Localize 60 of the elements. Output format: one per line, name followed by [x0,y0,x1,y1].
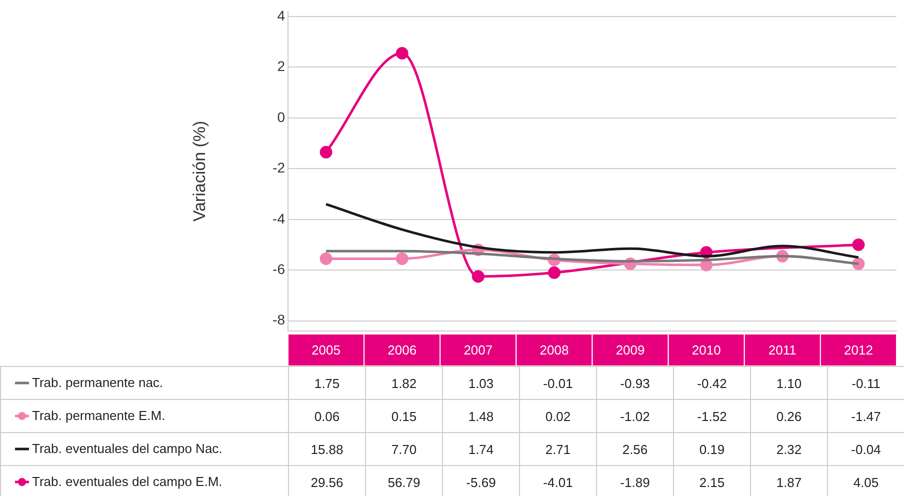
text: -0.01 [520,366,596,400]
text: 1.75 [288,366,366,400]
text: 1.74 [442,432,520,466]
text: 1.82 [366,366,442,400]
point [852,238,865,252]
y-tick-label: 0 [277,108,286,125]
point [396,252,408,265]
legend-label: Trab. eventuales del campo E.M. [32,474,222,490]
x-tick-label: 2010 [692,342,721,358]
text: 15.88 [288,432,366,466]
point [320,146,332,158]
text: 2.71 [520,432,596,466]
legend-label: Trab. permanente E.M. [32,408,166,424]
text: -1.47 [828,400,904,432]
text: -1.52 [674,400,750,432]
x-tick-label: 2006 [388,342,417,358]
text: 1.10 [750,366,828,400]
text: 1.48 [442,400,520,432]
text: 0.19 [674,432,750,466]
text: 0.15 [366,400,442,432]
text: -5.69 [442,466,520,496]
text: -4.01 [520,466,596,496]
y-tick-label: -2 [272,160,286,176]
text: -0.04 [828,432,904,466]
text: 7.70 [366,432,442,466]
text: 0.02 [520,400,596,432]
text: -1.89 [596,466,674,496]
point [700,258,713,272]
x-tick-label: 2007 [464,342,493,358]
text: 29.56 [288,466,366,496]
text: 2.32 [750,432,828,466]
text: -0.93 [596,366,674,400]
text: 0.26 [750,400,828,432]
point [320,252,332,265]
x-tick-label: 2011 [768,342,796,358]
point [396,47,408,60]
x-tick-label: 2008 [540,342,569,358]
text: 2.15 [674,466,750,496]
y-tick-label: -8 [272,312,286,328]
legend-label: Trab. eventuales del campo Nac. [32,441,222,456]
y-tick-label: -4 [272,210,286,226]
text: 56.79 [366,466,442,496]
text: 0.06 [288,400,366,432]
text: 4.05 [828,466,904,496]
text: 1.87 [750,466,828,496]
x-tick-label: 2009 [616,342,645,358]
y-tick-label: 2 [277,58,286,74]
x-tick-label: 2005 [312,342,340,358]
point [472,270,484,283]
text: -0.11 [828,366,904,400]
x-tick-label: 2012 [844,342,873,358]
text: -0.42 [674,366,750,400]
text: -1.02 [596,400,674,432]
y-tick-label: 4 [277,7,286,24]
legend-label: Trab. permanente nac. [32,375,164,390]
y-axis-title: Variación (%) [190,120,209,222]
text: 2.56 [596,432,674,466]
text: 1.03 [442,366,520,400]
y-tick-label: -6 [272,260,286,277]
point [548,266,560,279]
